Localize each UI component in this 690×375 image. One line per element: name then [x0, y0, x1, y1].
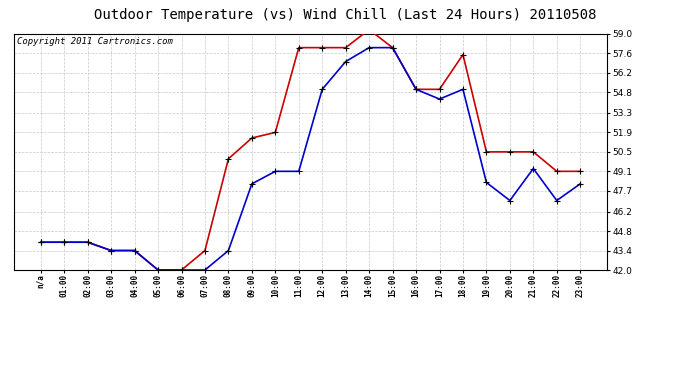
- Text: Copyright 2011 Cartronics.com: Copyright 2011 Cartronics.com: [17, 37, 172, 46]
- Text: Outdoor Temperature (vs) Wind Chill (Last 24 Hours) 20110508: Outdoor Temperature (vs) Wind Chill (Las…: [94, 8, 596, 21]
